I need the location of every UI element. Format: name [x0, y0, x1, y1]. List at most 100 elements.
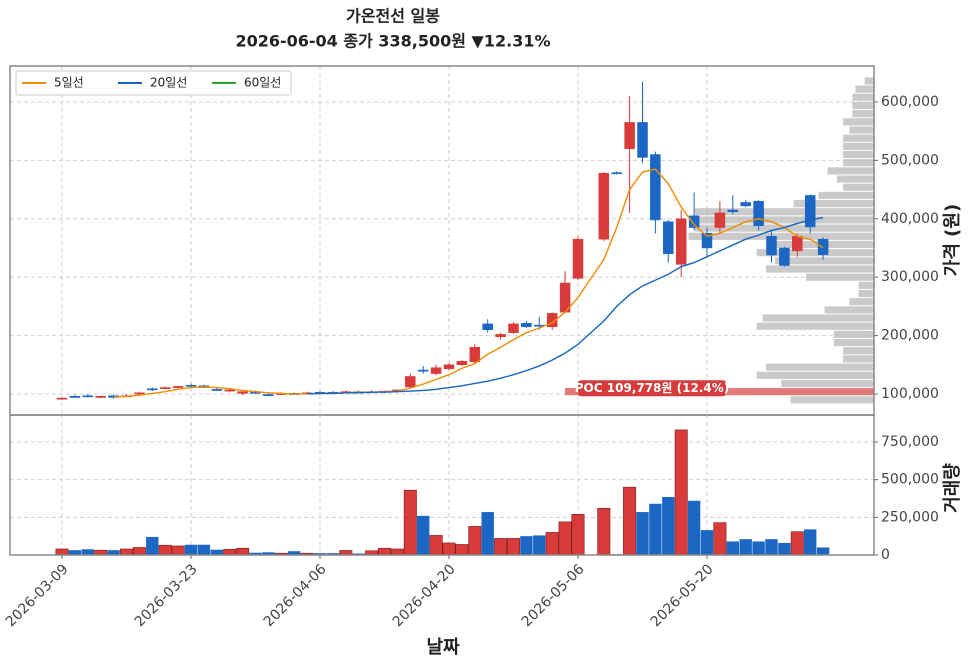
volume-bar: [184, 544, 198, 555]
volume-bar: [816, 547, 830, 555]
volume-bar: [506, 538, 520, 556]
legend-label: 60일선: [244, 76, 281, 90]
candle-body: [508, 323, 519, 333]
volume-bar: [481, 512, 494, 555]
volume-bar: [790, 531, 804, 556]
ma-line: [113, 168, 824, 398]
candle-body: [804, 195, 816, 228]
volume-bar: [558, 521, 572, 556]
volume-profile-bar: [843, 347, 874, 355]
volume-bar: [739, 539, 752, 555]
volume-bar: [533, 535, 546, 555]
y-tick-label: 500,000: [881, 152, 939, 168]
y-tick-label: 750,000: [881, 434, 939, 450]
volume-bar: [713, 522, 727, 556]
candle-body: [624, 122, 635, 149]
volume-bar: [571, 514, 585, 556]
volume-bar: [520, 536, 533, 555]
volume-profile-bar: [858, 281, 874, 289]
y-tick-label: 200,000: [881, 328, 939, 344]
candle-body: [546, 313, 558, 328]
volume-profile-bar: [762, 314, 874, 322]
candle-body: [740, 202, 751, 207]
chart-title: 가온전선 일봉: [346, 7, 440, 26]
candle-body: [430, 367, 442, 374]
candle-body: [82, 395, 94, 398]
volume-bar: [313, 553, 327, 555]
candle-body: [211, 389, 223, 391]
volume-bar: [210, 549, 223, 555]
candle-body: [482, 323, 493, 330]
volume-bar: [132, 547, 146, 556]
volume-profile-bar: [793, 200, 874, 208]
volume-bar: [120, 548, 134, 556]
y-axis-title: 가격 (원): [942, 204, 963, 276]
volume-profile-bar: [843, 355, 874, 363]
candle-body: [263, 394, 274, 397]
volume-bar: [752, 541, 765, 555]
x-tick-label: 2026-04-20: [390, 561, 459, 630]
candle-body: [637, 122, 648, 158]
volume-profile-bar: [843, 183, 874, 191]
volume-bar: [765, 539, 778, 555]
volume-profile-bar: [756, 371, 874, 379]
volume-bar: [597, 507, 611, 556]
volume-bar: [623, 486, 637, 556]
candle-body: [714, 212, 726, 228]
candle-body: [134, 392, 145, 395]
volume-profile-bar: [855, 85, 874, 93]
volume-profile-bar: [775, 257, 874, 265]
candle-body: [650, 154, 661, 221]
x-tick-label: 2026-05-20: [648, 561, 717, 630]
volume-profile-bar: [833, 338, 874, 347]
candle-body: [443, 364, 455, 370]
volume-profile-bar: [790, 396, 874, 404]
legend-label: 20일선: [150, 76, 187, 90]
volume-profile-bar: [843, 134, 874, 142]
candle-body: [69, 396, 81, 398]
volume-profile-bar: [688, 232, 874, 240]
volume-frame: [9, 414, 875, 556]
volume-bar: [288, 551, 301, 555]
candle-body: [521, 323, 532, 328]
volume-profile-bar: [843, 118, 874, 126]
volume-bar: [455, 544, 469, 556]
candle-body: [792, 236, 803, 252]
y-tick-label: 300,000: [881, 269, 939, 285]
x-tick-label: 2026-03-23: [132, 561, 201, 630]
y-tick-label: 400,000: [881, 211, 939, 227]
volume-bar: [352, 553, 365, 555]
volume-profile-bar: [694, 216, 874, 224]
candle-body: [456, 361, 468, 366]
y-tick-label: 0: [881, 547, 890, 563]
volume-bar: [700, 530, 714, 555]
candle-body: [817, 238, 829, 255]
volume-profile-bar: [824, 306, 874, 314]
volume-axis-title: 거래량: [942, 463, 963, 513]
volume-profile-bar: [852, 110, 874, 118]
volume-profile-bar: [852, 93, 874, 101]
volume-bar: [68, 550, 82, 555]
candle-body: [159, 387, 171, 390]
volume-bar: [442, 542, 456, 556]
volume-bar: [804, 529, 817, 555]
volume-bar: [107, 550, 120, 555]
volume-profile-bar: [827, 167, 874, 175]
x-tick-label: 2026-04-06: [261, 561, 330, 630]
candle-body: [727, 209, 739, 213]
volume-bar: [649, 503, 662, 555]
x-axis-title: 날짜: [426, 637, 460, 658]
volume-profile-bar: [836, 175, 874, 183]
candle-body: [766, 236, 777, 256]
volume-bar: [171, 545, 185, 556]
legend-box: [15, 70, 292, 96]
candle-body: [417, 369, 429, 372]
candle-body: [675, 218, 687, 265]
candle-body: [185, 384, 197, 387]
volume-bar: [197, 544, 211, 555]
volume-bar: [636, 512, 649, 555]
volume-bar: [403, 489, 417, 556]
candle-body: [598, 172, 610, 240]
volume-bar: [158, 544, 172, 556]
